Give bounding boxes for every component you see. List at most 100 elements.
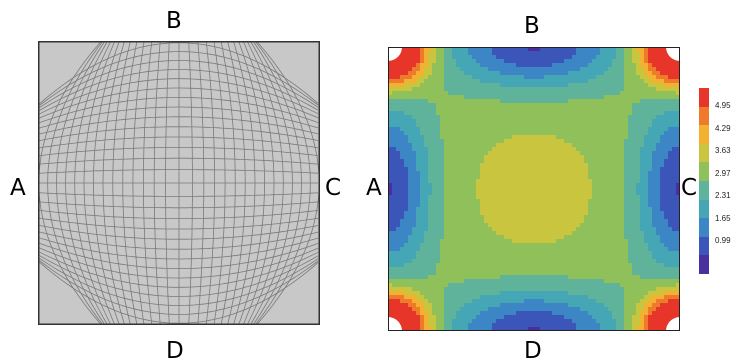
contour-cell bbox=[568, 139, 572, 143]
contour-cell bbox=[464, 207, 468, 211]
contour-cell bbox=[536, 187, 540, 191]
contour-cell bbox=[404, 187, 408, 191]
contour-cell bbox=[476, 67, 480, 71]
contour-cell bbox=[620, 123, 624, 127]
contour-cell bbox=[392, 127, 396, 131]
contour-cell bbox=[552, 227, 556, 231]
contour-cell bbox=[676, 151, 680, 155]
contour-cell bbox=[632, 287, 636, 291]
contour-cell bbox=[656, 143, 660, 147]
contour-cell bbox=[452, 79, 456, 83]
contour-cell bbox=[620, 279, 624, 283]
contour-cell bbox=[484, 175, 488, 179]
contour-cell bbox=[388, 211, 392, 215]
contour-cell bbox=[532, 239, 536, 243]
contour-cell bbox=[628, 163, 632, 167]
contour-cell bbox=[612, 235, 616, 239]
contour-cell bbox=[396, 91, 400, 95]
contour-cell bbox=[456, 199, 460, 203]
contour-cell bbox=[568, 63, 572, 67]
contour-cell bbox=[508, 151, 512, 155]
contour-cell bbox=[396, 179, 400, 183]
contour-cell bbox=[616, 191, 620, 195]
contour-cell bbox=[528, 123, 532, 127]
contour-cell bbox=[512, 223, 516, 227]
contour-cell bbox=[632, 163, 636, 167]
contour-cell bbox=[560, 279, 564, 283]
contour-cell bbox=[644, 83, 648, 87]
contour-cell bbox=[572, 247, 576, 251]
contour-cell bbox=[392, 63, 396, 67]
contour-cell bbox=[644, 155, 648, 159]
contour-cell bbox=[528, 159, 532, 163]
contour-cell bbox=[516, 63, 520, 67]
contour-cell bbox=[500, 275, 504, 279]
contour-cell bbox=[652, 119, 656, 123]
contour-cell bbox=[628, 219, 632, 223]
contour-cell bbox=[572, 155, 576, 159]
contour-cell bbox=[540, 79, 544, 83]
contour-cell bbox=[452, 203, 456, 207]
contour-cell bbox=[412, 143, 416, 147]
contour-cell bbox=[620, 251, 624, 255]
contour-cell bbox=[528, 311, 532, 315]
contour-cell bbox=[672, 127, 676, 131]
contour-cell bbox=[468, 75, 472, 79]
contour-cell bbox=[472, 291, 476, 295]
contour-cell bbox=[492, 63, 496, 67]
contour-cell bbox=[444, 79, 448, 83]
contour-cell bbox=[392, 191, 396, 195]
contour-cell bbox=[440, 191, 444, 195]
contour-cell bbox=[520, 135, 524, 139]
contour-cell bbox=[676, 251, 680, 255]
contour-cell bbox=[644, 195, 648, 199]
contour-cell bbox=[636, 267, 640, 271]
contour-cell bbox=[468, 67, 472, 71]
contour-cell bbox=[544, 147, 548, 151]
contour-cell bbox=[424, 271, 428, 275]
contour-cell bbox=[448, 47, 452, 51]
contour-cell bbox=[632, 307, 636, 311]
contour-cell bbox=[524, 219, 528, 223]
contour-cell bbox=[508, 91, 512, 95]
contour-cell bbox=[668, 195, 672, 199]
contour-cell bbox=[568, 211, 572, 215]
contour-cell bbox=[468, 247, 472, 251]
contour-cell bbox=[612, 307, 616, 311]
contour-cell bbox=[572, 207, 576, 211]
contour-cell bbox=[612, 87, 616, 91]
contour-cell bbox=[656, 203, 660, 207]
contour-cell bbox=[412, 131, 416, 135]
contour-cell bbox=[452, 55, 456, 59]
contour-cell bbox=[596, 75, 600, 79]
contour-cell bbox=[616, 219, 620, 223]
contour-cell bbox=[600, 291, 604, 295]
contour-cell bbox=[636, 263, 640, 267]
contour-cell bbox=[548, 171, 552, 175]
contour-cell bbox=[608, 263, 612, 267]
contour-cell bbox=[644, 123, 648, 127]
contour-cell bbox=[460, 223, 464, 227]
contour-cell bbox=[576, 163, 580, 167]
contour-cell bbox=[520, 283, 524, 287]
contour-cell bbox=[460, 87, 464, 91]
contour-cell bbox=[396, 207, 400, 211]
contour-cell bbox=[392, 167, 396, 171]
contour-cell bbox=[672, 155, 676, 159]
contour-cell bbox=[580, 291, 584, 295]
contour-cell bbox=[492, 143, 496, 147]
contour-cell bbox=[584, 179, 588, 183]
contour-cell bbox=[632, 219, 636, 223]
contour-cell bbox=[600, 231, 604, 235]
contour-cell bbox=[668, 219, 672, 223]
contour-cell bbox=[584, 271, 588, 275]
contour-cell bbox=[472, 199, 476, 203]
contour-cell bbox=[616, 47, 620, 51]
contour-cell bbox=[496, 275, 500, 279]
contour-cell bbox=[652, 79, 656, 83]
contour-cell bbox=[448, 175, 452, 179]
contour-cell bbox=[540, 71, 544, 75]
contour-cell bbox=[488, 223, 492, 227]
contour-cell bbox=[664, 179, 668, 183]
contour-cell bbox=[664, 311, 668, 315]
